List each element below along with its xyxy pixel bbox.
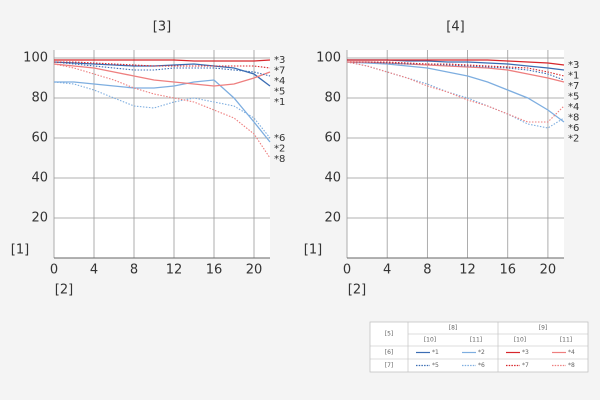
series-end-label: *8	[274, 154, 285, 165]
y-tick-label: 20	[324, 211, 341, 226]
legend-table	[369, 321, 589, 373]
table-subheader: [10]	[514, 337, 526, 344]
legend-entry: *2	[478, 349, 485, 356]
mtf-line	[347, 61, 565, 77]
table-group: [8]	[449, 325, 458, 332]
x-tick-label: 0	[50, 263, 58, 278]
series-end-label: *5	[568, 92, 579, 103]
mtf-line	[53, 61, 271, 77]
chart-title: [4]	[446, 20, 464, 35]
mtf-line	[347, 61, 565, 81]
legend-entry: *7	[522, 362, 529, 369]
y-tick-label: 100	[23, 51, 48, 66]
series-end-label: *5	[274, 87, 285, 98]
series-end-label: *1	[568, 71, 579, 82]
mtf-line	[53, 63, 271, 159]
y-axis-label: [1]	[11, 243, 29, 258]
plot-area	[54, 50, 270, 258]
table-row-label: [7]	[385, 362, 394, 369]
y-tick-label: 20	[31, 211, 48, 226]
x-tick-label: 12	[459, 263, 476, 278]
mtf-line	[54, 79, 271, 143]
legend-entry: *8	[568, 362, 575, 369]
series-end-label: *4	[274, 76, 285, 87]
series-end-label: *4	[568, 102, 579, 113]
y-tick-label: 60	[31, 131, 48, 146]
x-axis-label: [2]	[55, 283, 73, 298]
x-tick-label: 8	[130, 263, 138, 278]
x-tick-label: 4	[383, 263, 391, 278]
series-end-label: *7	[274, 66, 285, 77]
series-end-label: *6	[568, 123, 579, 134]
x-tick-label: 16	[499, 263, 516, 278]
series-end-label: *3	[568, 60, 579, 71]
x-tick-label: 20	[246, 263, 263, 278]
x-tick-label: 4	[90, 263, 98, 278]
mtf-line	[347, 59, 565, 66]
series-end-label: *1	[274, 97, 285, 108]
legend-entry: *4	[568, 349, 575, 356]
table-group: [9]	[539, 325, 548, 332]
x-tick-label: 16	[206, 263, 223, 278]
series-end-label: *2	[568, 134, 579, 145]
legend-entry: *1	[432, 349, 439, 356]
y-axis-label: [1]	[304, 243, 322, 258]
series-end-label: *2	[274, 144, 285, 155]
y-tick-label: 80	[31, 91, 48, 106]
y-tick-label: 40	[324, 171, 341, 186]
legend-entry: *3	[522, 349, 529, 356]
table-row-label: [6]	[385, 349, 394, 356]
chart-title: [3]	[153, 20, 171, 35]
mtf-line	[346, 61, 565, 129]
table-corner: [5]	[385, 331, 394, 338]
y-tick-label: 100	[316, 51, 341, 66]
mtf-line	[53, 81, 271, 139]
series-end-label: *3	[274, 55, 285, 66]
x-tick-label: 0	[343, 263, 351, 278]
plot-area	[347, 50, 564, 258]
y-tick-label: 40	[31, 171, 48, 186]
mtf-line	[53, 63, 271, 87]
table-frame	[369, 321, 589, 373]
table-subheader: [11]	[470, 337, 482, 344]
x-tick-label: 8	[423, 263, 431, 278]
series-end-label: *6	[274, 133, 285, 144]
y-tick-label: 80	[324, 91, 341, 106]
series-end-label: *8	[568, 113, 579, 124]
x-tick-label: 12	[166, 263, 183, 278]
series-end-label: *7	[568, 81, 579, 92]
table-subheader: [11]	[560, 337, 572, 344]
y-tick-label: 60	[324, 131, 341, 146]
mtf-line	[346, 61, 565, 123]
legend-entry: *5	[432, 362, 439, 369]
x-axis-label: [2]	[348, 283, 366, 298]
legend-entry: *6	[478, 362, 485, 369]
mtf-line	[54, 59, 271, 62]
mtf-line	[54, 61, 271, 69]
table-subheader: [10]	[424, 337, 436, 344]
x-tick-label: 20	[540, 263, 557, 278]
mtf-line	[53, 61, 271, 87]
